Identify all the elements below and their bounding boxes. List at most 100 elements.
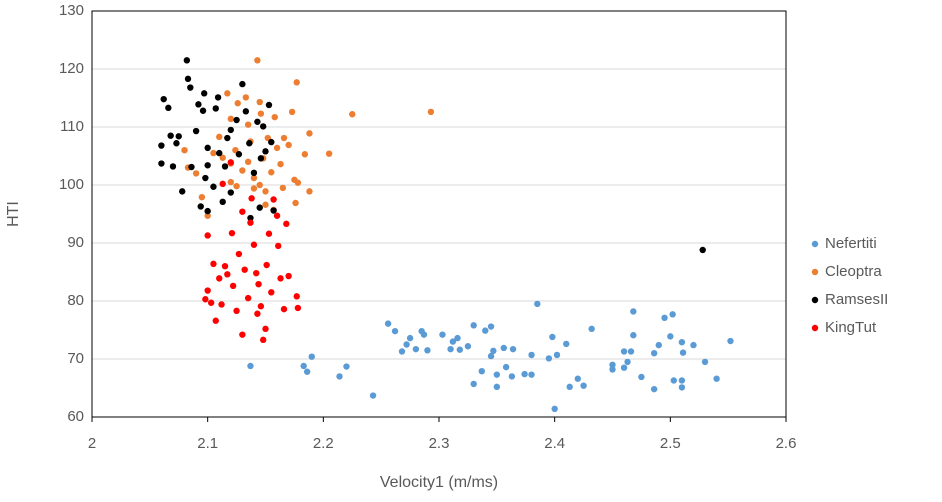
- point: [244, 158, 252, 165]
- point: [306, 130, 313, 137]
- point: [285, 272, 292, 280]
- point: [509, 345, 517, 353]
- point: [212, 105, 219, 112]
- point: [235, 151, 243, 158]
- point: [256, 181, 263, 189]
- point: [204, 287, 211, 294]
- point: [727, 337, 734, 345]
- point: [470, 380, 477, 388]
- x-axis-title: Velocity1 (m/ms): [380, 474, 498, 491]
- x-tick-label: 2: [88, 435, 96, 452]
- point: [667, 333, 674, 340]
- point: [669, 311, 676, 318]
- legend-marker: [811, 240, 819, 248]
- point: [424, 347, 431, 354]
- point: [528, 371, 535, 378]
- point: [574, 375, 581, 382]
- point: [221, 263, 229, 270]
- point: [242, 94, 250, 101]
- point: [638, 373, 645, 381]
- point: [244, 294, 252, 302]
- point: [655, 341, 662, 349]
- point: [210, 260, 217, 268]
- point: [343, 363, 350, 370]
- point: [609, 366, 616, 373]
- point: [280, 134, 288, 142]
- point: [233, 307, 240, 315]
- point: [280, 305, 288, 313]
- point: [406, 334, 414, 342]
- legend-marker: [811, 324, 819, 332]
- point: [294, 304, 302, 312]
- legend-marker: [811, 296, 819, 304]
- point: [250, 174, 258, 182]
- point: [661, 314, 668, 322]
- legend-label: KingTut: [825, 319, 877, 336]
- point: [293, 79, 300, 86]
- y-tick-label: 110: [60, 118, 84, 135]
- point: [192, 170, 200, 177]
- point: [173, 140, 180, 147]
- point: [563, 340, 570, 348]
- point: [650, 385, 658, 393]
- point: [487, 323, 495, 330]
- point: [268, 169, 275, 176]
- point: [188, 163, 195, 171]
- point: [277, 160, 284, 168]
- point: [227, 178, 234, 186]
- point: [195, 101, 202, 108]
- point: [447, 345, 454, 353]
- point: [620, 348, 628, 355]
- point: [228, 229, 236, 237]
- point: [262, 201, 269, 208]
- point: [256, 204, 263, 211]
- point: [545, 355, 553, 362]
- point: [398, 348, 406, 355]
- legend-label: Nefertiti: [825, 235, 877, 252]
- point: [521, 370, 528, 378]
- point: [403, 341, 410, 348]
- point: [262, 325, 269, 333]
- point: [551, 405, 558, 413]
- point: [198, 193, 206, 201]
- point: [210, 149, 217, 157]
- x-tick-label: 2.6: [776, 435, 797, 452]
- point: [239, 331, 246, 338]
- point: [588, 325, 595, 333]
- point: [391, 327, 399, 335]
- point: [204, 232, 211, 239]
- point: [183, 57, 191, 64]
- point: [679, 349, 687, 356]
- point: [478, 367, 485, 375]
- point: [250, 169, 258, 177]
- point: [224, 271, 231, 278]
- point: [212, 317, 219, 324]
- point: [250, 185, 258, 192]
- point: [678, 377, 686, 384]
- point: [456, 346, 464, 353]
- point: [257, 155, 265, 162]
- point: [303, 368, 311, 375]
- point: [268, 289, 275, 296]
- point: [247, 219, 254, 226]
- point: [197, 203, 204, 210]
- point: [239, 167, 246, 174]
- point: [265, 230, 273, 237]
- point: [279, 184, 287, 192]
- point: [308, 353, 315, 360]
- point: [273, 212, 281, 219]
- point: [549, 333, 556, 341]
- point: [268, 138, 275, 146]
- point: [384, 320, 392, 327]
- point: [294, 179, 302, 186]
- point: [202, 296, 209, 303]
- point: [630, 332, 637, 339]
- point: [270, 207, 277, 214]
- point: [420, 331, 428, 338]
- point: [493, 383, 501, 391]
- y-tick-label: 90: [67, 234, 84, 251]
- point: [239, 80, 246, 88]
- point: [210, 183, 217, 190]
- point: [502, 363, 510, 371]
